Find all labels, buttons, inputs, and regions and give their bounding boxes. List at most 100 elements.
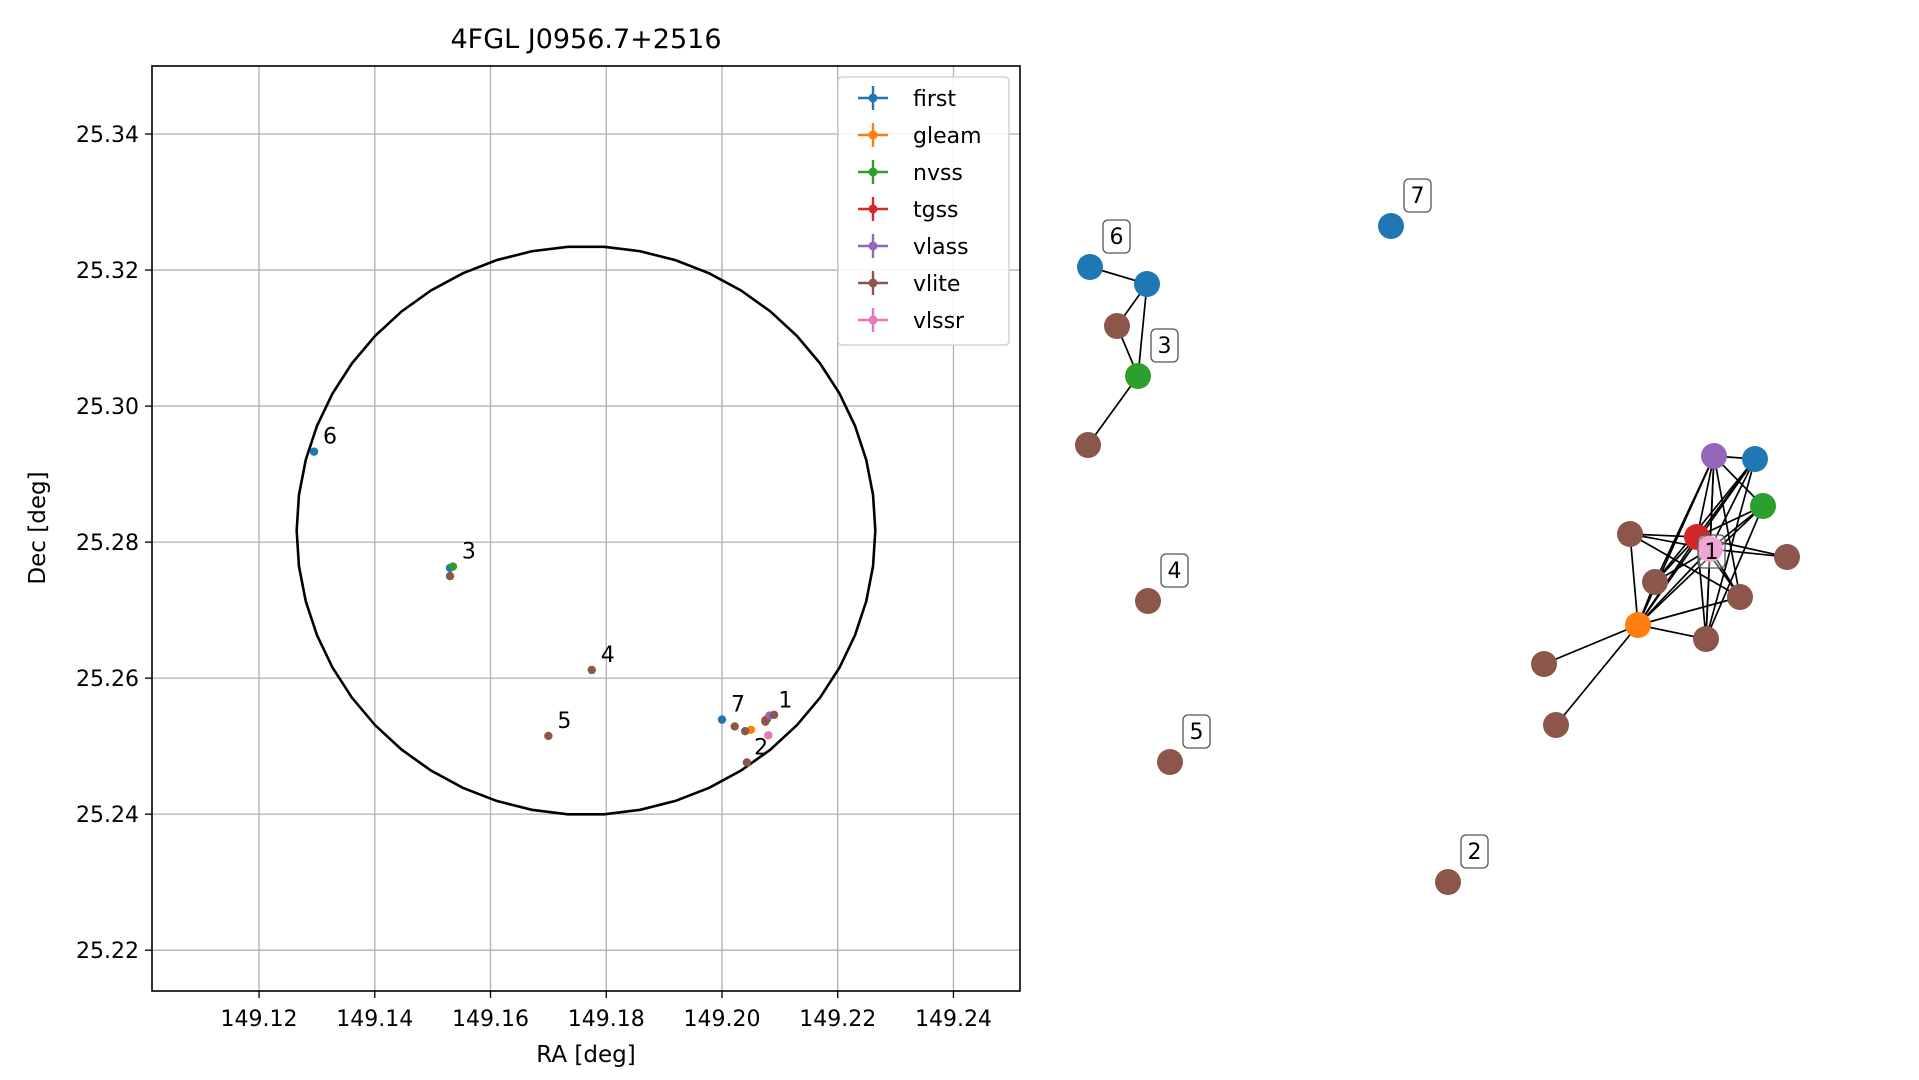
network-edge (1629, 533, 1741, 598)
network-label-box (1403, 178, 1432, 213)
x-tick-label: 149.14 (336, 1007, 413, 1032)
network-node-vlite (1157, 749, 1183, 775)
network-edge (1709, 458, 1756, 550)
network-label-text: 3 (1158, 334, 1172, 359)
network-edge (1705, 548, 1711, 640)
network-panel: 6 3 7 4 5 2 1 (1075, 178, 1800, 895)
network-label-text: 5 (1190, 720, 1204, 745)
legend-entry-vlite: vlite (858, 271, 960, 297)
data-point-first (309, 447, 319, 456)
data-point-vlite (769, 710, 779, 720)
legend-label: gleam (913, 124, 982, 149)
network-node-vlite (1727, 584, 1753, 610)
network-edge (1705, 505, 1764, 640)
network-node-vlite (1774, 544, 1800, 570)
data-point-vlite (730, 722, 739, 731)
x-tick-label: 149.24 (915, 1007, 992, 1032)
legend-marker-dot (868, 130, 878, 140)
data-point-nvss (448, 562, 458, 571)
network-edge (1654, 455, 1715, 583)
legend-entry-first: first (858, 86, 956, 112)
network-edge (1713, 455, 1741, 598)
legend-entry-nvss: nvss (858, 160, 963, 186)
legend-label: nvss (913, 161, 963, 186)
network-node-vlite (1531, 651, 1557, 677)
network-node-first (1077, 254, 1103, 280)
chart-title: 4FGL J0956.7+2516 (450, 24, 721, 55)
y-ticks: 25.22 25.24 25.26 25.28 25.30 25.32 25.34 (76, 123, 152, 964)
network-label-box (1150, 328, 1179, 363)
y-tick-label: 25.32 (76, 259, 139, 284)
data-point-vlite (740, 726, 750, 736)
x-ticks: 149.12 149.14 149.16 149.18 149.20 149.22 149.… (221, 991, 992, 1032)
legend-marker-dot (868, 278, 878, 288)
data-point-first (717, 715, 727, 724)
network-node-vlite (1617, 521, 1643, 547)
legend-marker-dot (868, 167, 878, 177)
network-label-box (1160, 553, 1189, 588)
network-label-text: 4 (1168, 559, 1182, 584)
legend-label: vlite (913, 272, 960, 297)
network-edge (1637, 505, 1764, 626)
data-point-vlite (742, 758, 752, 767)
network-edge (1705, 458, 1756, 640)
network-node-label: 6 (1102, 219, 1131, 254)
y-tick-label: 25.30 (76, 395, 139, 420)
network-edge (1637, 596, 1741, 626)
data-point-vlssr (764, 731, 773, 740)
legend-marker-dot (868, 204, 878, 214)
data-points-layer (309, 447, 779, 767)
network-node-nvss (1750, 493, 1776, 519)
data-point-vlite (445, 571, 455, 581)
legend-marker-dot (868, 315, 878, 325)
network-node-gleam (1625, 612, 1651, 638)
network-node-vlite (1693, 626, 1719, 652)
x-axis-label: RA [deg] (536, 1042, 635, 1068)
network-node-vlite (1075, 432, 1101, 458)
point-annotation: 4 (601, 643, 615, 668)
network-node-label: 3 (1150, 328, 1179, 363)
network-node-label: 7 (1403, 178, 1432, 213)
network-node-vlite (1435, 869, 1461, 895)
network-node-first (1378, 213, 1404, 239)
x-tick-label: 149.22 (799, 1007, 876, 1032)
network-node-vlite (1543, 712, 1569, 738)
legend-marker-dot (868, 93, 878, 103)
network-node-vlite (1104, 313, 1130, 339)
network-node-label: 1 (1697, 534, 1726, 569)
y-tick-label: 25.34 (76, 123, 139, 148)
network-node-first (1134, 271, 1160, 297)
legend-label: first (913, 87, 956, 112)
network-label-box (1102, 219, 1131, 254)
network-node-vlite (1135, 588, 1161, 614)
network-label-text: 1 (1705, 540, 1719, 565)
network-node-vlssr (1697, 536, 1723, 562)
network-nodes (1075, 213, 1800, 895)
legend-label: vlssr (913, 309, 965, 334)
error-ellipse-layer (295, 245, 877, 816)
network-edge (1137, 283, 1148, 377)
x-tick-label: 149.18 (568, 1007, 645, 1032)
annotations-layer: 12 3 4 5 6 7 (323, 425, 792, 761)
point-annotation: 2 (754, 735, 768, 760)
error-ellipse (295, 245, 877, 816)
network-node-vlite (1642, 569, 1668, 595)
axes-frame (151, 65, 1021, 992)
network-label-text: 6 (1110, 225, 1124, 250)
network-label-box (1182, 714, 1211, 749)
data-point-vlite (761, 717, 770, 726)
network-edge (1543, 624, 1639, 665)
y-tick-label: 25.22 (76, 939, 139, 964)
network-labels: 6 3 7 4 5 2 1 (1102, 178, 1726, 869)
y-tick-label: 25.26 (76, 667, 139, 692)
x-tick-label: 149.20 (683, 1007, 760, 1032)
network-edge (1696, 458, 1756, 538)
x-tick-label: 149.12 (221, 1007, 298, 1032)
network-edge (1654, 458, 1756, 583)
data-point-vlite (544, 731, 553, 741)
y-axis-label: Dec [deg] (25, 471, 51, 584)
point-annotation: 3 (462, 540, 476, 565)
network-node-label: 4 (1160, 553, 1189, 588)
